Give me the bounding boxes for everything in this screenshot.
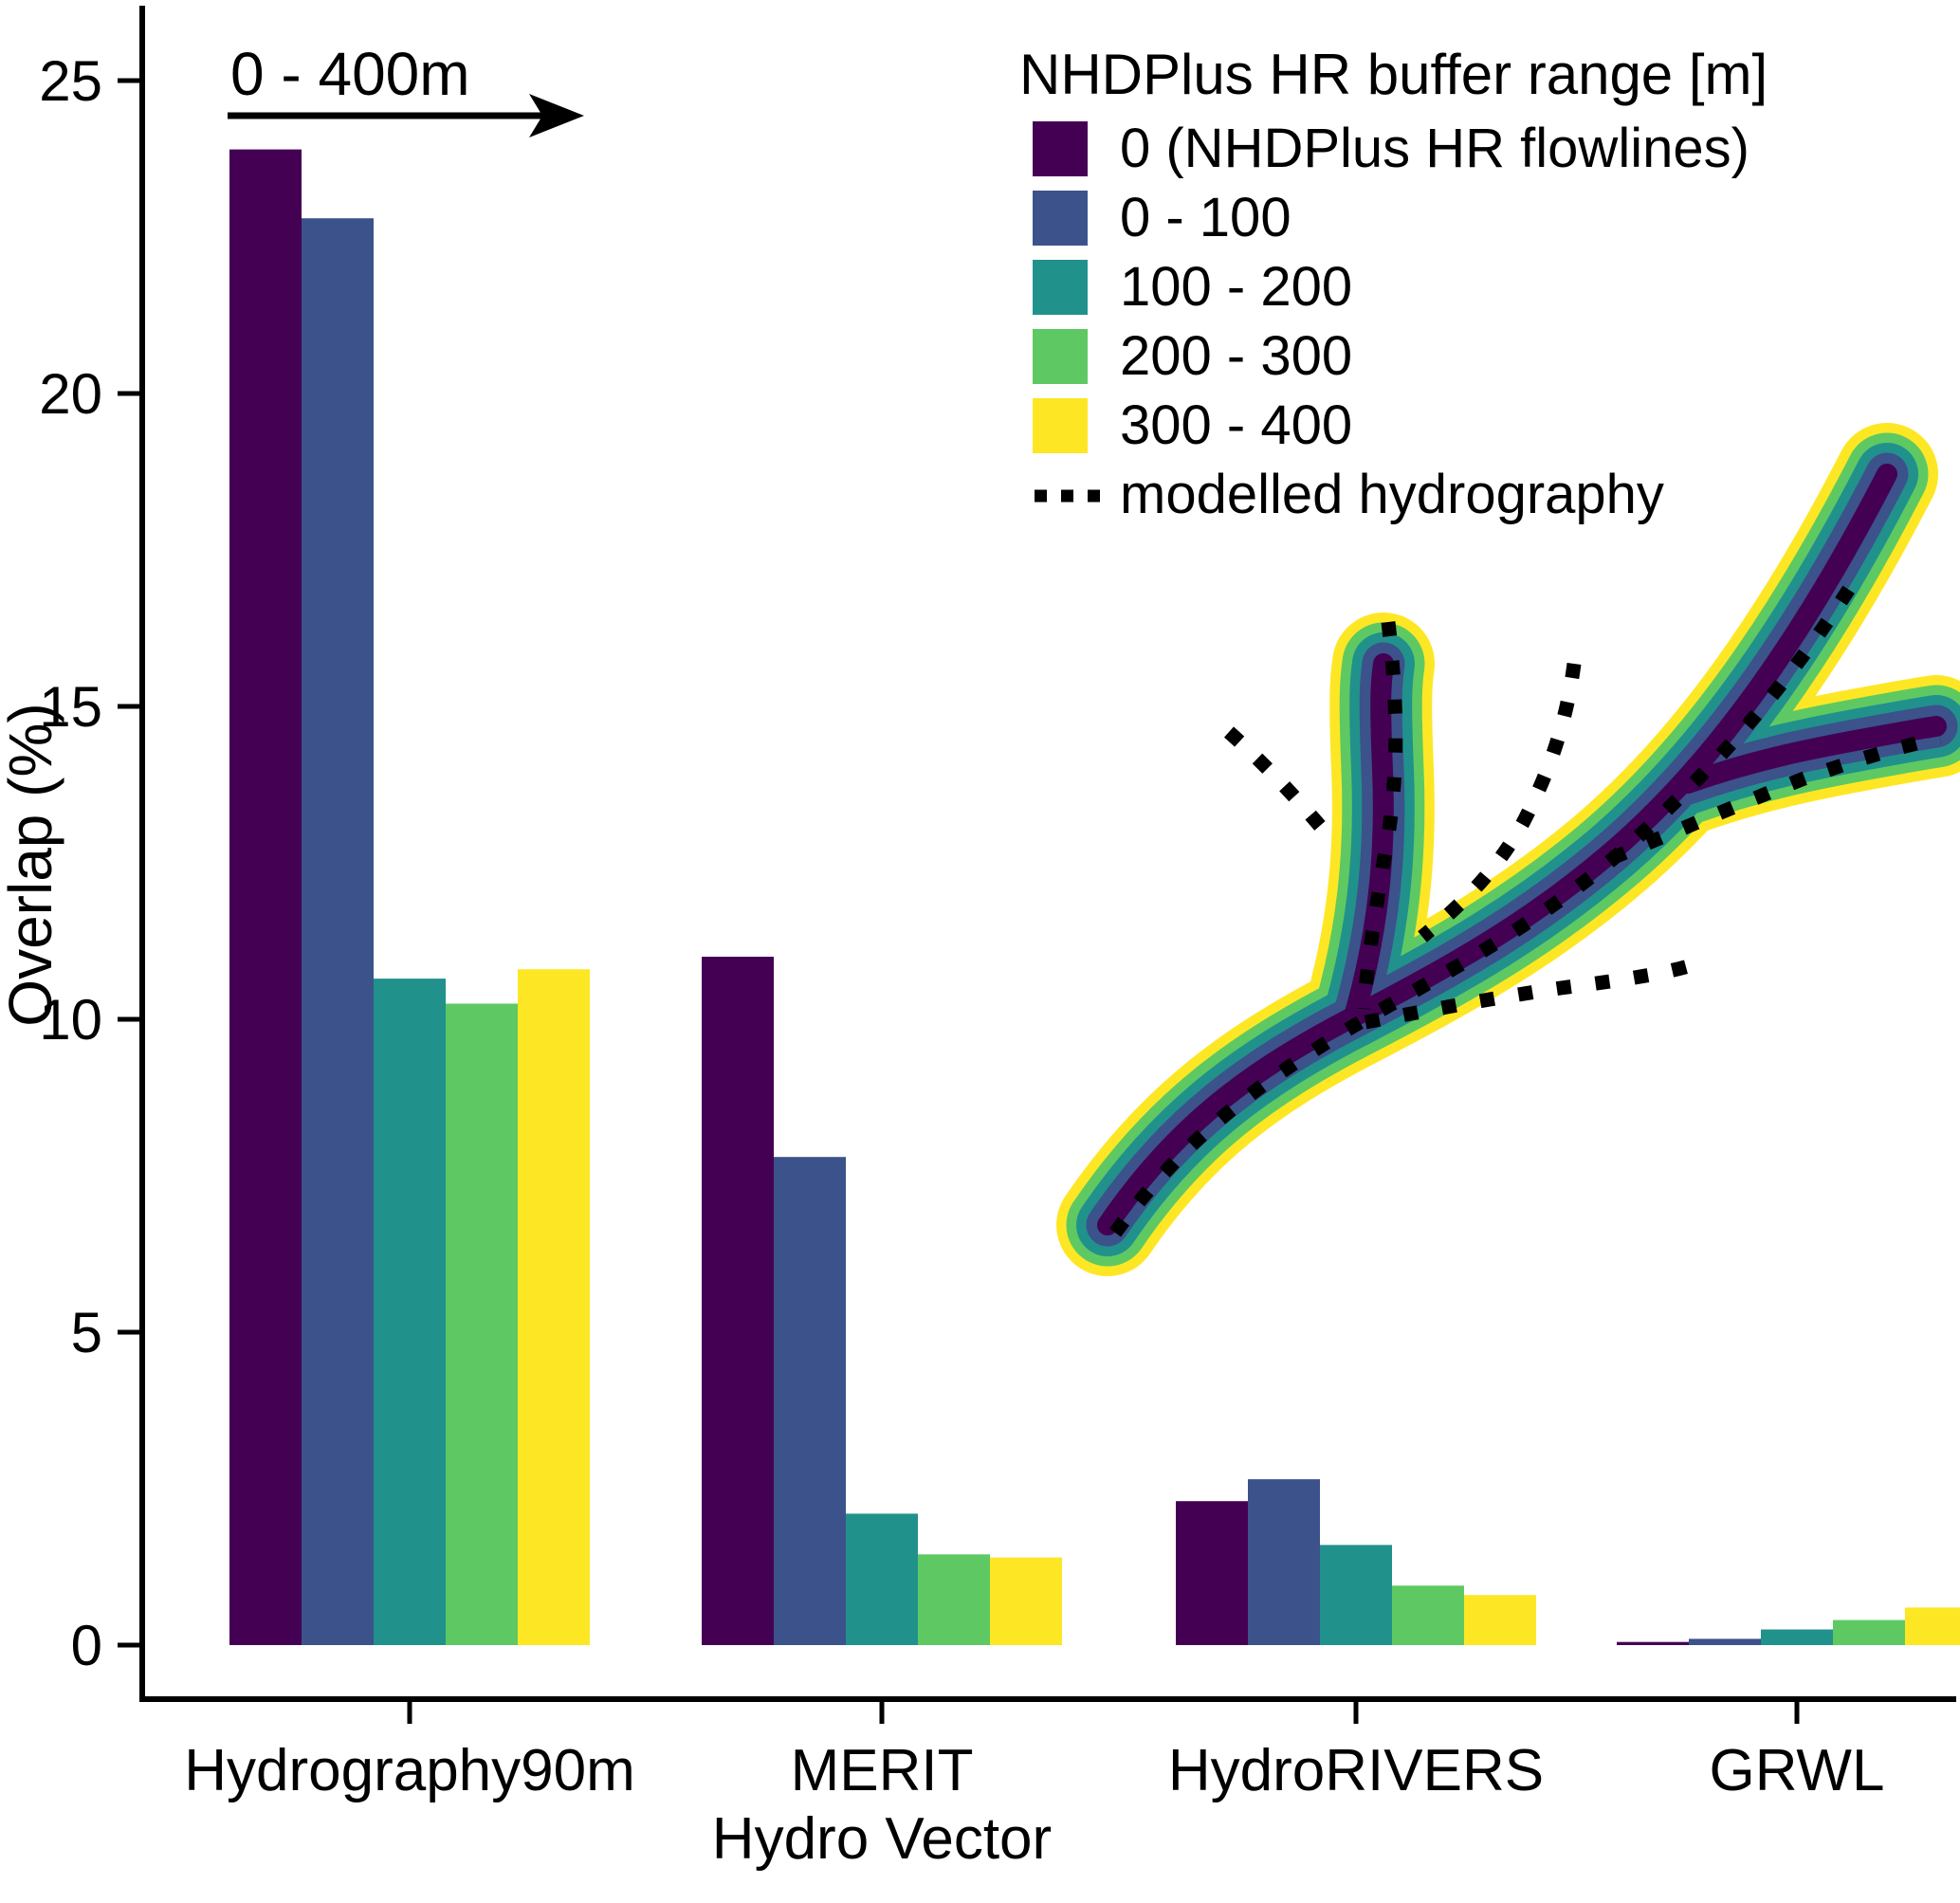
bar [702,957,774,1645]
bar [1617,1641,1689,1645]
bar [1176,1501,1248,1645]
legend-item-label: modelled hydrography [1120,464,1664,525]
bar [229,149,302,1646]
x-tick-label: HydroRIVERS [1168,1738,1544,1803]
y-axis-title: Overlap (%) [0,703,64,1026]
y-tick-label: 20 [39,362,102,426]
range-annotation: 0 - 400m [228,40,584,137]
x-tick-label: MERIT [791,1738,974,1803]
bar [1392,1585,1464,1645]
legend-item-label: 100 - 200 [1120,256,1353,318]
bar [1248,1479,1320,1645]
legend-color-swatch [1033,191,1088,246]
bar [1464,1595,1536,1645]
range-annotation-text: 0 - 400m [230,40,470,108]
x-tick-label: Hydro Vector [712,1806,1052,1872]
y-axis-ticks: 0 5 10 15 20 25 [39,49,142,1677]
bar [990,1557,1062,1645]
legend-items: 0 (NHDPlus HR flowlines) 0 - 100 100 - 200… [1019,121,1768,522]
river-buffer-ring [1344,653,1394,1027]
legend-item-label: 300 - 400 [1120,394,1353,456]
bar [1905,1607,1960,1645]
legend-item: 0 (NHDPlus HR flowlines) [1033,121,1768,176]
bars-layer [229,149,1960,1646]
river-buffer-inset [1056,423,1960,1276]
bar [518,969,590,1645]
legend-color-swatch [1033,398,1088,453]
y-tick-label: 10 [39,988,102,1052]
bar [446,1003,518,1645]
legend-title: NHDPlus HR buffer range [m] [1019,43,1768,106]
legend-color-swatch [1033,260,1088,315]
modelled-hydrography-dotted-line [1418,663,1582,942]
bar [302,218,374,1646]
legend-item-label: 200 - 300 [1120,325,1353,387]
bar [374,979,446,1645]
y-tick-label: 0 [71,1614,102,1677]
bar [1761,1629,1833,1645]
y-tick-label: 5 [71,1301,102,1364]
y-tick-label: 25 [39,49,102,113]
legend-color-swatch [1033,329,1088,384]
range-annotation-arrow-head [529,94,584,137]
bar [1833,1619,1905,1645]
legend-item: 0 - 100 [1033,191,1768,246]
legend-item: 300 - 400 [1033,398,1768,453]
bar [846,1513,918,1645]
legend-item: modelled hydrography [1033,467,1768,522]
modelled-hydrography-dotted-line [1609,730,1942,865]
legend-item-label: 0 (NHDPlus HR flowlines) [1120,118,1749,179]
bar [918,1554,990,1645]
legend-item-label: 0 - 100 [1120,187,1291,248]
modelled-hydrography-dotted-line [1108,581,1858,1237]
legend: NHDPlus HR buffer range [m] 0 (NHDPlus H… [1019,44,1768,537]
bar [774,1157,846,1645]
legend-item: 200 - 300 [1033,329,1768,384]
legend-item: 100 - 200 [1033,260,1768,315]
x-tick-label: GRWL [1710,1738,1885,1803]
legend-color-swatch [1033,121,1088,176]
y-tick-label: 15 [39,675,102,739]
legend-dotted-line-swatch [1033,467,1103,522]
bar [1689,1638,1761,1645]
modelled-hydrography-dotted-line [1223,726,1331,837]
x-tick-label: Hydrography90m [184,1738,635,1803]
bar [1320,1545,1392,1645]
river-buffer-ring [1677,716,1947,794]
